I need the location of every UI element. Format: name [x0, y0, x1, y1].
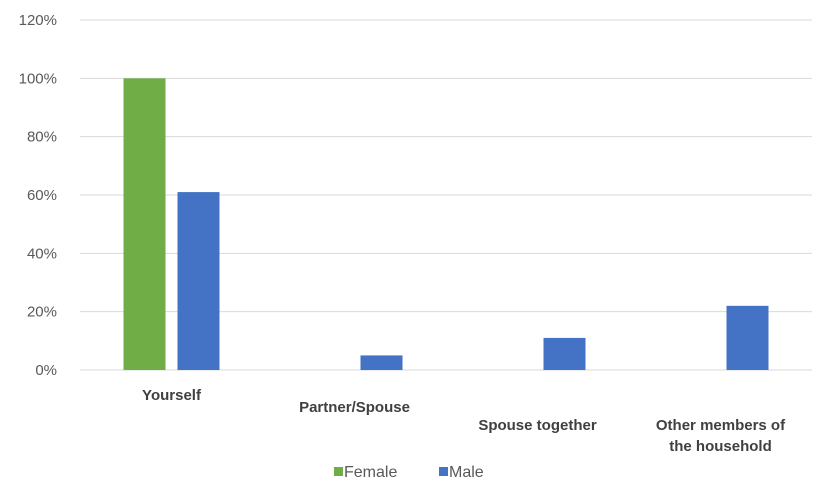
- category-labels: Yourself Partner/Spouse Spouse together Oth…: [142, 387, 786, 455]
- y-axis-tick-labels: 0% 20% 40% 60% 80% 100% 120%: [19, 12, 57, 379]
- y-tick-label: 100%: [19, 70, 57, 87]
- bar-female-0: [123, 78, 166, 370]
- category-label: Yourself: [142, 387, 202, 404]
- y-tick-label: 80%: [27, 129, 57, 146]
- category-label-line: the household: [669, 438, 772, 455]
- category-label-line: Partner/Spouse: [299, 399, 410, 416]
- bar-male-2: [543, 337, 586, 370]
- y-tick-label: 120%: [19, 12, 57, 29]
- category-label-line: Other members of: [656, 417, 786, 434]
- category-label-line: Yourself: [142, 387, 202, 404]
- y-tick-label: 40%: [27, 245, 57, 262]
- y-tick-label: 60%: [27, 187, 57, 204]
- bar-male-3: [726, 305, 769, 370]
- legend: Female Male: [334, 464, 484, 481]
- bar-male-0: [177, 192, 220, 370]
- category-label-line: Spouse together: [478, 417, 597, 434]
- y-tick-label: 20%: [27, 304, 57, 321]
- legend-swatch-female: [334, 467, 343, 476]
- category-label: Partner/Spouse: [299, 399, 410, 416]
- legend-label-female: Female: [344, 464, 397, 481]
- y-tick-label: 0%: [35, 362, 57, 379]
- category-label: Other members of the household: [656, 417, 786, 455]
- bar-male-1: [360, 355, 403, 370]
- legend-swatch-male: [439, 467, 448, 476]
- bars: [123, 78, 769, 370]
- category-label: Spouse together: [478, 417, 597, 434]
- legend-label-male: Male: [449, 464, 484, 481]
